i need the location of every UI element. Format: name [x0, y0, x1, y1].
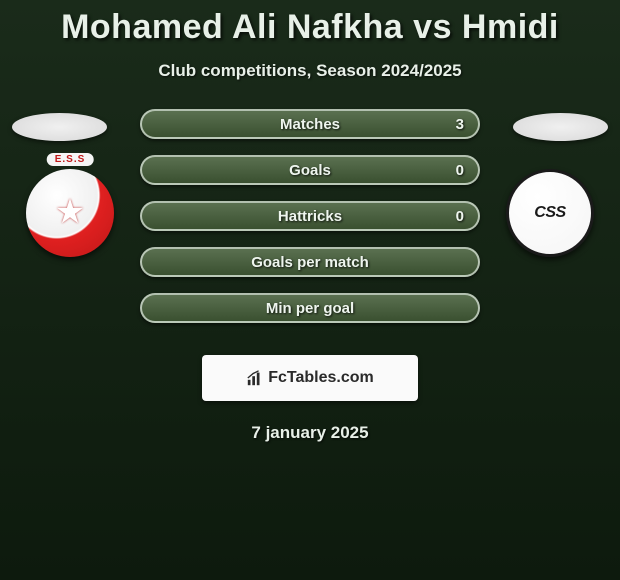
stat-value-right: 0 — [456, 208, 464, 225]
season-subtitle: Club competitions, Season 2024/2025 — [0, 61, 620, 81]
chart-icon — [246, 369, 264, 387]
stat-row-matches: Matches 3 — [140, 109, 480, 139]
stat-row-hattricks: Hattricks 0 — [140, 201, 480, 231]
stat-row-goals-per-match: Goals per match — [140, 247, 480, 277]
player-left-photo-placeholder — [12, 113, 107, 141]
stat-row-min-per-goal: Min per goal — [140, 293, 480, 323]
stat-label: Matches — [280, 116, 340, 133]
club-badge-right — [506, 169, 594, 257]
stat-label: Goals per match — [251, 254, 369, 271]
stat-label: Min per goal — [266, 300, 354, 317]
comparison-title: Mohamed Ali Nafkha vs Hmidi — [0, 0, 620, 47]
fctables-logo[interactable]: FcTables.com — [202, 355, 418, 401]
logo-text: FcTables.com — [268, 369, 374, 387]
stat-value-right: 0 — [456, 162, 464, 179]
comparison-date: 7 january 2025 — [0, 423, 620, 443]
club-badge-left — [26, 169, 114, 257]
player-right-photo-placeholder — [513, 113, 608, 141]
stat-label: Goals — [289, 162, 331, 179]
comparison-main: Matches 3 Goals 0 Hattricks 0 Goals per … — [0, 109, 620, 339]
stat-label: Hattricks — [278, 208, 342, 225]
stat-value-right: 3 — [456, 116, 464, 133]
stat-row-goals: Goals 0 — [140, 155, 480, 185]
stats-container: Matches 3 Goals 0 Hattricks 0 Goals per … — [140, 109, 480, 339]
